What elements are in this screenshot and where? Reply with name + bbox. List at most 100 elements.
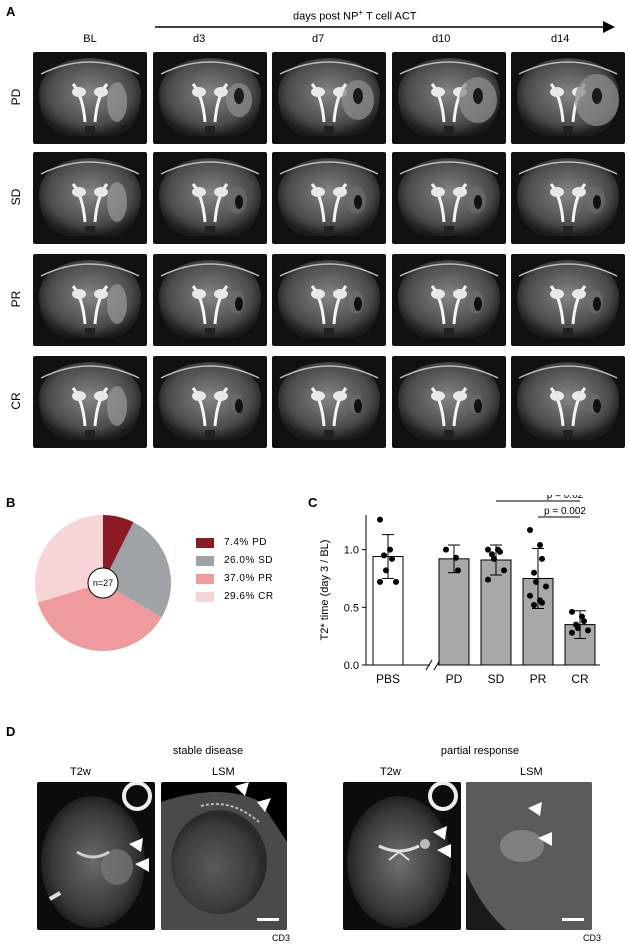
- mri-scan-cr-d14: [511, 356, 625, 448]
- row-label-pr: PR: [9, 290, 23, 308]
- legend-label: 37.0% PR: [224, 573, 274, 584]
- legend-item-pd: 7.4% PD: [196, 537, 267, 548]
- data-point: [537, 542, 543, 548]
- bar-pr: [522, 577, 554, 666]
- bar-chart: 0.0 0.5 1.0 T2* time (day 3 / BL) PBS PD SD PR C…: [319, 495, 600, 686]
- data-point: [527, 592, 533, 599]
- y-tick-label: 0.0: [344, 660, 359, 672]
- data-point: [569, 629, 575, 636]
- x-tick-label-sd: SD: [488, 672, 505, 686]
- legend-item-sd: 26.0% SD: [196, 555, 273, 566]
- mri-scan-sd-d3: [153, 152, 267, 244]
- legend-swatch: [196, 555, 214, 566]
- pie-center-circle: [87, 567, 119, 599]
- data-point: [501, 567, 507, 574]
- legend-label: 7.4% PD: [224, 537, 267, 548]
- panel-letter-c: C: [308, 495, 318, 510]
- data-point: [377, 578, 383, 585]
- mri-scan-cr-d10: [392, 356, 506, 448]
- mri-scan-pd-d14: [511, 52, 625, 144]
- timeline-arrow: days post NP+ T cell ACT: [155, 8, 615, 33]
- data-point: [453, 554, 459, 561]
- data-point: [581, 618, 587, 625]
- panel-letter-b: B: [6, 495, 16, 510]
- lsm-image-partial: [466, 782, 592, 930]
- bar-sd: [480, 559, 512, 666]
- mri-scan-pd-bl: [33, 52, 147, 144]
- data-point: [527, 527, 533, 533]
- mri-scan-cr-bl: [33, 356, 147, 448]
- mri-scan-pd-d7: [272, 52, 386, 144]
- x-tick-label-pd: PD: [446, 672, 463, 686]
- column-label-bl: BL: [83, 33, 97, 45]
- data-point: [539, 599, 545, 606]
- legend-swatch: [196, 537, 214, 548]
- panel-letter-a: A: [6, 4, 16, 19]
- bar-pd: [438, 558, 470, 666]
- x-tick-label-pbs: PBS: [376, 672, 400, 686]
- data-point: [539, 555, 545, 562]
- data-point: [485, 546, 491, 553]
- mri-scan-cr-d7: [272, 356, 386, 448]
- legend-item-cr: 29.6% CR: [196, 591, 274, 602]
- mri-scan-pd-d10: [392, 52, 506, 144]
- y-tick-label: 0.5: [344, 602, 359, 614]
- data-point: [455, 567, 461, 574]
- pie-slice-pr: [37, 583, 162, 651]
- t2w-label-partial: T2w: [380, 766, 401, 778]
- data-point: [377, 516, 383, 523]
- legend-swatch: [196, 573, 214, 584]
- mri-scan-sd-d14: [511, 152, 625, 244]
- legend-label: 26.0% SD: [224, 555, 274, 566]
- legend-label: 29.6% CR: [224, 591, 274, 602]
- mri-scan-sd-d7: [272, 152, 386, 244]
- panel-letter-d: D: [6, 724, 16, 739]
- data-point: [497, 548, 503, 555]
- mri-scan-sd-bl: [33, 152, 147, 244]
- y-tick-label: 1.0: [344, 545, 359, 557]
- lsm-image-stable: [161, 782, 287, 930]
- stain-label-partial: CD3: [583, 933, 602, 943]
- data-point: [489, 551, 495, 558]
- data-point: [393, 578, 399, 585]
- data-point: [531, 602, 537, 608]
- y-axis-label: T2* time (day 3 / BL): [319, 540, 331, 641]
- data-point: [381, 552, 387, 559]
- sig-annotation: p = 0.002: [544, 506, 586, 517]
- mri-scan-pr-d3: [153, 254, 267, 346]
- legend-swatch: [196, 591, 214, 602]
- data-point: [531, 569, 537, 576]
- stain-label-stable: CD3: [272, 933, 291, 943]
- timeline-label: days post NP+ T cell ACT: [293, 8, 417, 23]
- data-point: [387, 546, 393, 553]
- data-point: [533, 578, 539, 585]
- data-point: [383, 567, 389, 574]
- lsm-label-stable: LSM: [212, 766, 235, 778]
- column-label-d3: d3: [193, 33, 206, 45]
- group-title-partial: partial response: [440, 745, 520, 757]
- data-point: [389, 555, 395, 562]
- mri-scan-pd-d3: [153, 52, 267, 144]
- data-point: [575, 625, 581, 632]
- legend-item-pr: 37.0% PR: [196, 573, 273, 584]
- data-point: [485, 576, 491, 583]
- t2w-image-stable: [37, 782, 155, 930]
- row-label-pd: PD: [9, 88, 23, 106]
- mri-scan-cr-d3: [153, 356, 267, 448]
- t2w-image-partial: [343, 782, 461, 930]
- column-label-d10: d10: [432, 33, 451, 45]
- column-label-d7: d7: [312, 33, 325, 45]
- x-tick-label-pr: PR: [530, 672, 547, 686]
- mri-scan-pr-d7: [272, 254, 386, 346]
- data-point: [585, 627, 591, 634]
- pie-slice-sd: [103, 522, 172, 618]
- row-label-cr: CR: [9, 392, 23, 410]
- pie-chart: n=27: [35, 515, 172, 651]
- column-label-d14: d14: [551, 33, 570, 45]
- data-point: [543, 583, 549, 590]
- row-label-sd: SD: [9, 188, 23, 206]
- mri-scan-pr-bl: [33, 254, 147, 346]
- mri-scan-pr-d10: [392, 254, 506, 346]
- lsm-label-partial: LSM: [520, 766, 543, 778]
- x-tick-label-cr: CR: [571, 672, 589, 686]
